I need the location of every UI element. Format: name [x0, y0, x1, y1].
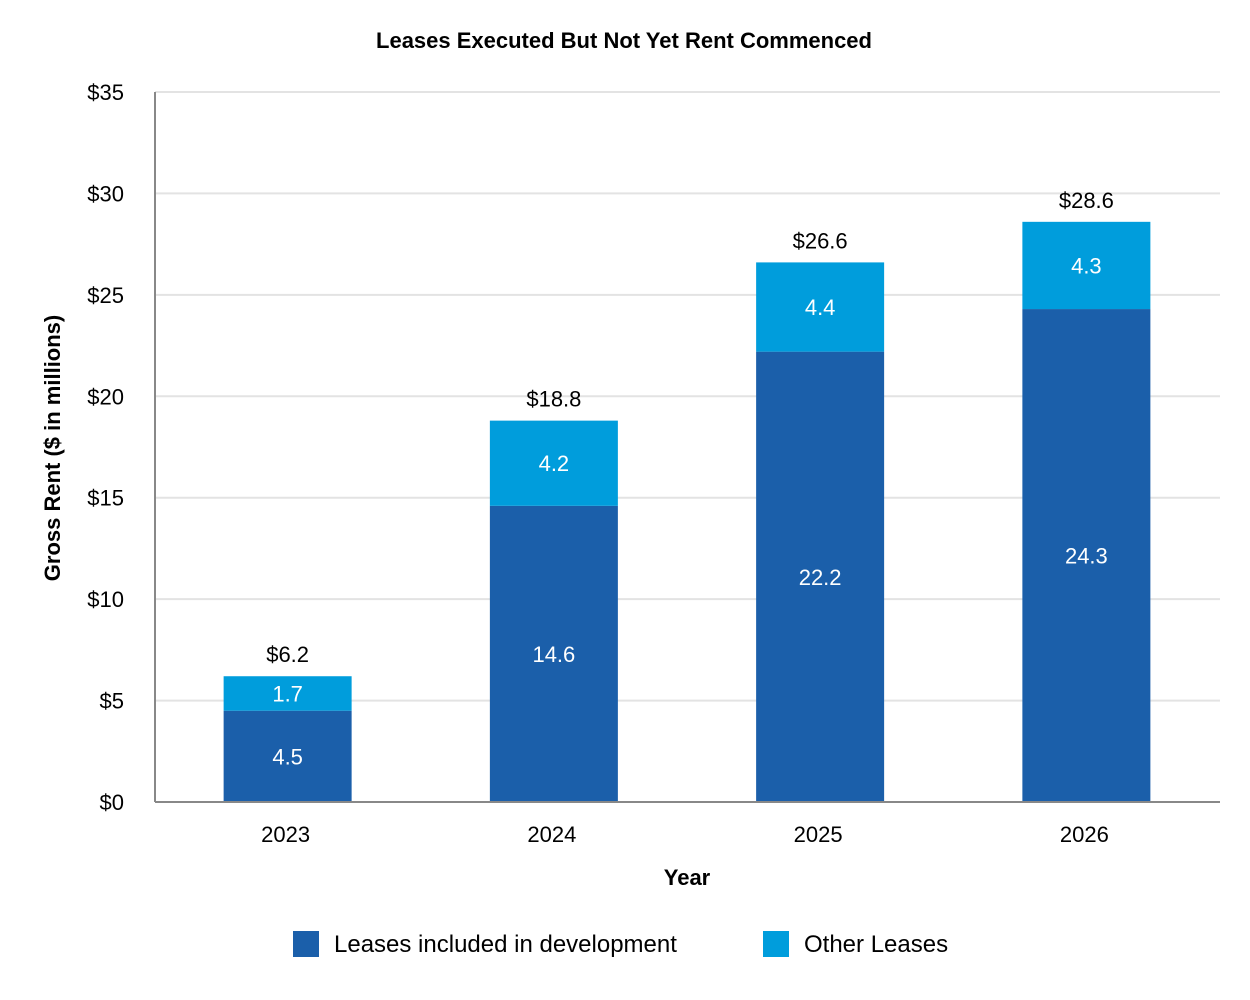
y-axis-label: Gross Rent ($ in millions): [40, 315, 65, 581]
legend-swatch: [763, 931, 789, 957]
bar-segment: [489, 420, 618, 506]
y-tick-label: $15: [87, 486, 124, 511]
y-tick-label: $10: [87, 587, 124, 612]
bar-segment: [1022, 309, 1151, 802]
axes: $0 $5 $10 $15 $20 $25 $30 $35 2023 2024 2025 2026: [87, 80, 1220, 847]
legend-swatch: [293, 931, 319, 957]
x-tick-label: 2024: [527, 822, 576, 847]
total-value-label: $18.8: [526, 387, 581, 412]
chart-title: Leases Executed But Not Yet Rent Commenc…: [376, 28, 872, 53]
bar-segment: [756, 351, 885, 802]
bars: 4.5 1.7 $6.2 14.6 4.2 $18.8 22.2 4.4 $26.6 24.3 4.…: [223, 188, 1151, 802]
bar-segment: [1022, 221, 1151, 310]
bar-segment: [756, 262, 885, 352]
total-value-label: $26.6: [793, 228, 848, 253]
y-tick-label: $30: [87, 181, 124, 206]
legend-label: Leases included in development: [334, 931, 677, 958]
y-tick-label: $0: [100, 790, 124, 815]
bar-segment: [489, 505, 618, 802]
total-value-label: $6.2: [266, 642, 309, 667]
segment-value-label: 4.4: [805, 295, 836, 320]
segment-value-label: 1.7: [272, 681, 303, 706]
bar-segment: [223, 710, 352, 802]
bar-segment: [223, 676, 352, 711]
legend-label: Other Leases: [804, 931, 948, 958]
x-tick-label: 2025: [794, 822, 843, 847]
y-tick-label: $35: [87, 80, 124, 105]
x-tick-label: 2026: [1060, 822, 1109, 847]
total-value-label: $28.6: [1059, 188, 1114, 213]
legend: Leases included in development Other Leas…: [293, 931, 948, 958]
x-axis-label: Year: [664, 865, 711, 890]
segment-value-label: 4.2: [539, 451, 570, 476]
y-tick-label: $20: [87, 384, 124, 409]
y-tick-label: $5: [100, 689, 124, 714]
segment-value-label: 22.2: [799, 565, 842, 590]
y-tick-label: $25: [87, 283, 124, 308]
segment-value-label: 24.3: [1065, 544, 1108, 569]
gridlines: [155, 91, 1220, 702]
segment-value-label: 4.5: [272, 744, 303, 769]
segment-value-label: 4.3: [1071, 253, 1102, 278]
segment-value-label: 14.6: [532, 642, 575, 667]
x-tick-label: 2023: [261, 822, 310, 847]
